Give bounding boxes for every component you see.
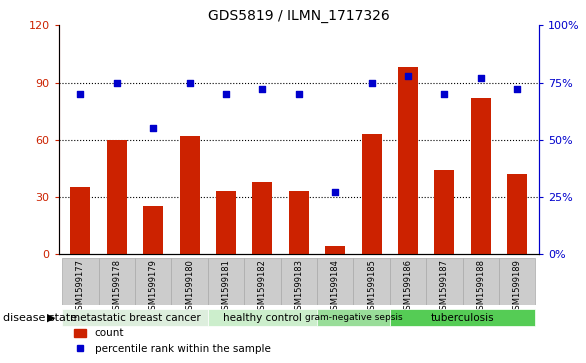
- Point: [476, 75, 486, 81]
- Point: [149, 125, 158, 131]
- Bar: [216, 191, 236, 254]
- Bar: [289, 191, 309, 254]
- Bar: [244, 258, 281, 305]
- Point: [367, 79, 376, 85]
- Bar: [208, 309, 317, 326]
- Text: GSM1599184: GSM1599184: [331, 259, 340, 315]
- Bar: [98, 258, 135, 305]
- Bar: [463, 258, 499, 305]
- Bar: [172, 258, 208, 305]
- Text: GSM1599177: GSM1599177: [76, 259, 85, 315]
- Point: [112, 79, 121, 85]
- Text: tuberculosis: tuberculosis: [431, 313, 495, 323]
- Text: disease state: disease state: [3, 313, 77, 323]
- Bar: [135, 258, 172, 305]
- Bar: [107, 140, 127, 254]
- Text: GSM1599186: GSM1599186: [404, 259, 413, 315]
- Text: GSM1599185: GSM1599185: [367, 259, 376, 315]
- Bar: [471, 98, 491, 254]
- Title: GDS5819 / ILMN_1717326: GDS5819 / ILMN_1717326: [208, 9, 390, 23]
- Text: GSM1599187: GSM1599187: [440, 259, 449, 315]
- Text: gram-negative sepsis: gram-negative sepsis: [305, 313, 402, 322]
- Text: GSM1599189: GSM1599189: [513, 259, 522, 315]
- Text: metastatic breast cancer: metastatic breast cancer: [70, 313, 200, 323]
- Bar: [180, 136, 200, 254]
- Text: ▶: ▶: [47, 313, 56, 323]
- Bar: [325, 246, 345, 254]
- Text: GSM1599179: GSM1599179: [149, 259, 158, 315]
- Bar: [353, 258, 390, 305]
- Bar: [62, 258, 98, 305]
- Text: GSM1599183: GSM1599183: [294, 259, 304, 315]
- Point: [222, 91, 231, 97]
- Point: [185, 79, 195, 85]
- Bar: [398, 67, 418, 254]
- Point: [258, 86, 267, 92]
- Text: GSM1599180: GSM1599180: [185, 259, 194, 315]
- Text: GSM1599181: GSM1599181: [222, 259, 230, 315]
- Bar: [208, 258, 244, 305]
- Bar: [70, 187, 90, 254]
- Bar: [62, 309, 208, 326]
- Bar: [253, 182, 272, 254]
- Bar: [390, 258, 426, 305]
- Point: [403, 73, 413, 79]
- Point: [440, 91, 449, 97]
- Bar: [499, 258, 536, 305]
- Text: GSM1599178: GSM1599178: [113, 259, 121, 315]
- Bar: [434, 170, 455, 254]
- Text: healthy control: healthy control: [223, 313, 302, 323]
- Bar: [426, 258, 463, 305]
- Bar: [507, 174, 527, 254]
- Bar: [317, 309, 390, 326]
- Bar: [390, 309, 536, 326]
- Point: [513, 86, 522, 92]
- Bar: [317, 258, 353, 305]
- Text: GSM1599188: GSM1599188: [476, 259, 485, 315]
- Point: [76, 91, 85, 97]
- Bar: [362, 134, 381, 254]
- Point: [294, 91, 304, 97]
- Point: [331, 189, 340, 195]
- Bar: [281, 258, 317, 305]
- Legend: count, percentile rank within the sample: count, percentile rank within the sample: [70, 324, 275, 358]
- Text: GSM1599182: GSM1599182: [258, 259, 267, 315]
- Bar: [143, 207, 163, 254]
